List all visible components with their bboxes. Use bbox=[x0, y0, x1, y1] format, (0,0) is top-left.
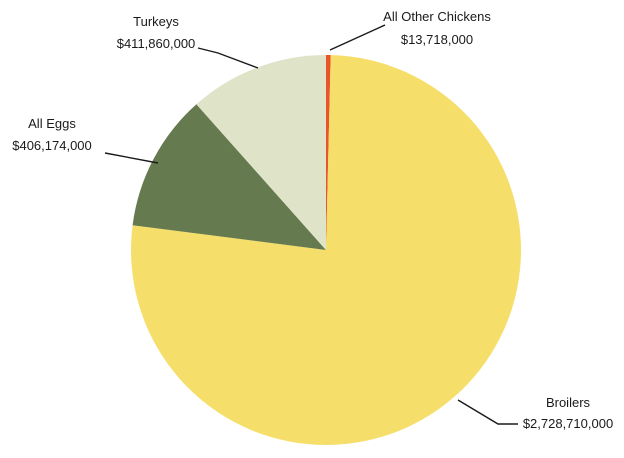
slice-value-turkeys: $411,860,000 bbox=[117, 36, 196, 51]
slice-name-all-eggs: All Eggs bbox=[28, 116, 76, 131]
slice-name-turkeys: Turkeys bbox=[133, 14, 179, 29]
pie-slice-all-other-chickens bbox=[326, 55, 331, 250]
slice-value-broilers: $2,728,710,000 bbox=[523, 416, 613, 431]
leader-line-broilers bbox=[457, 399, 518, 425]
leader-line-all-other-chickens bbox=[329, 24, 386, 51]
slice-value-all-eggs: $406,174,000 bbox=[12, 138, 92, 153]
labels-layer: All Other Chickens $13,718,000 Broilers $2,… bbox=[12, 9, 613, 431]
slice-name-broilers: Broilers bbox=[546, 395, 591, 410]
slices-layer bbox=[131, 55, 522, 446]
pie-slice-all-eggs bbox=[132, 104, 326, 250]
slice-name-all-other-chickens: All Other Chickens bbox=[383, 9, 491, 24]
slice-value-all-other-chickens: $13,718,000 bbox=[401, 32, 473, 47]
leader-line-turkeys bbox=[197, 47, 259, 69]
pie-slice-turkeys bbox=[196, 55, 326, 250]
leader-line-all-eggs bbox=[104, 152, 159, 164]
pie-slice-broilers bbox=[131, 55, 522, 446]
